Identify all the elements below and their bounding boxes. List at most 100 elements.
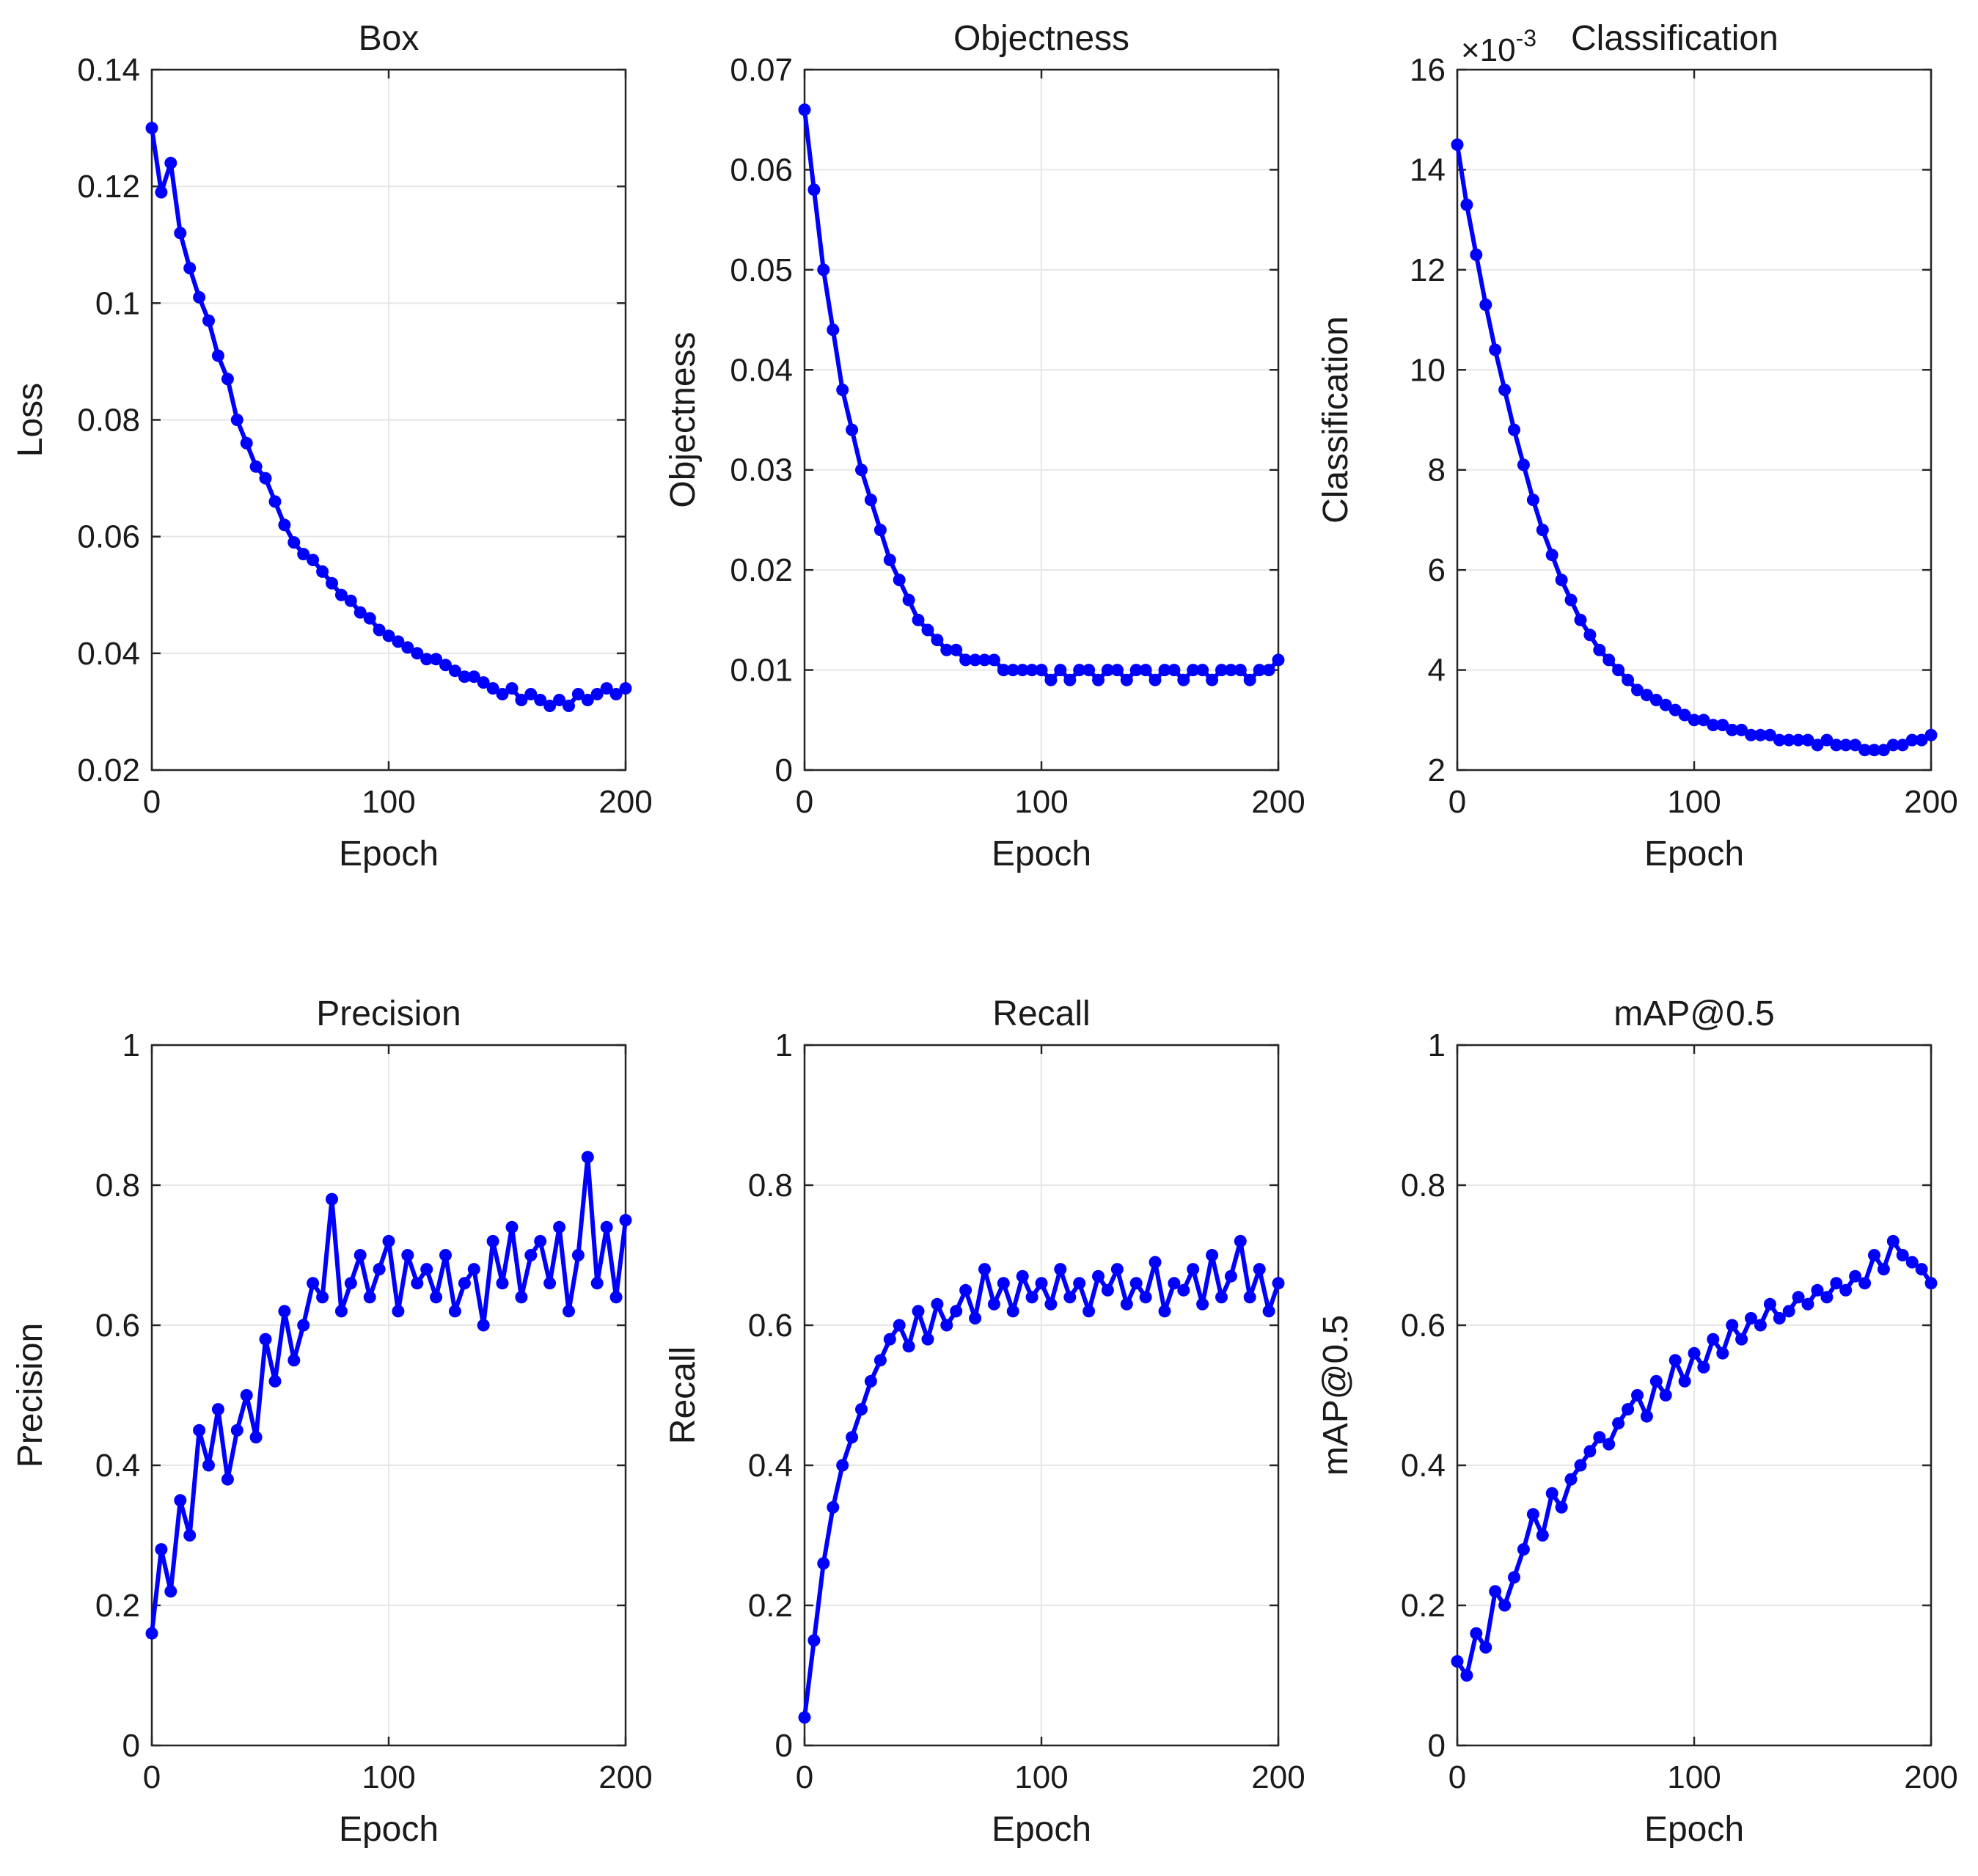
data-point — [1782, 733, 1795, 747]
y-tick-label: 1 — [122, 1027, 140, 1063]
data-point — [1792, 733, 1805, 747]
data-point — [354, 606, 367, 619]
data-point — [1517, 1543, 1530, 1556]
data-point — [307, 554, 320, 566]
data-point — [155, 1543, 168, 1556]
data-point — [259, 472, 272, 485]
data-point — [1253, 1263, 1266, 1276]
data-point — [230, 1424, 243, 1437]
data-point — [1120, 673, 1133, 686]
data-point — [1669, 1354, 1682, 1367]
data-point — [240, 1389, 253, 1401]
data-point — [363, 612, 376, 625]
data-point — [430, 653, 443, 666]
data-point — [316, 565, 329, 578]
data-point — [1044, 1297, 1058, 1311]
data-point — [1006, 664, 1019, 677]
data-point — [590, 688, 604, 700]
data-point — [505, 682, 519, 695]
data-point — [807, 1634, 821, 1647]
data-point — [1025, 1291, 1039, 1304]
data-point — [997, 1277, 1010, 1290]
data-point — [1593, 1431, 1606, 1444]
y-tick-label: 12 — [1410, 252, 1446, 288]
data-point — [1451, 1655, 1464, 1668]
data-point — [1707, 719, 1720, 732]
data-point — [230, 414, 243, 426]
data-point — [278, 1305, 291, 1318]
chart-title: Objectness — [953, 19, 1129, 58]
subplot-objectness: 0 100 200 0 0.01 0.02 0.03 0.04 0.05 0.06 0.07 Obje… — [664, 19, 1305, 873]
data-point — [1498, 384, 1512, 397]
data-point — [950, 1305, 963, 1318]
data-point — [287, 1354, 301, 1367]
data-point — [363, 1291, 376, 1304]
data-point — [373, 623, 386, 637]
data-point — [1092, 1269, 1105, 1283]
data-point — [1006, 1305, 1019, 1318]
data-point — [827, 323, 840, 337]
data-point — [1489, 1585, 1502, 1598]
data-point — [1243, 1291, 1256, 1304]
data-point — [1545, 1487, 1558, 1500]
data-point — [1489, 343, 1502, 356]
data-point — [411, 1277, 424, 1290]
y-tick-label: 0.4 — [95, 1448, 140, 1484]
subplot-classification: 0 100 200 2 4 6 8 10 12 14 16 ×10-3 Classification Ep… — [1316, 19, 1958, 873]
data-point — [1129, 664, 1143, 677]
x-tick-label: 100 — [1667, 1759, 1721, 1795]
data-point — [307, 1277, 320, 1290]
subplot-map: 0 100 200 0 0.2 0.4 0.6 0.8 1 mAP@0.5 Epoch mAP@0.5 — [1316, 994, 1958, 1849]
data-point — [931, 634, 944, 647]
y-tick-label: 0.6 — [748, 1308, 793, 1344]
data-point — [1508, 423, 1520, 436]
data-point — [1129, 1277, 1143, 1290]
data-point — [1526, 494, 1539, 507]
data-point — [193, 290, 206, 304]
data-point — [496, 688, 509, 700]
data-point — [174, 227, 187, 240]
data-point — [1555, 574, 1568, 587]
y-tick-label: 0.12 — [77, 169, 140, 205]
data-point — [1054, 1263, 1067, 1276]
data-point — [1149, 1256, 1162, 1269]
y-tick-label: 0.05 — [730, 252, 793, 288]
data-point — [1612, 664, 1625, 677]
data-point — [1470, 1627, 1483, 1640]
data-point — [1915, 1263, 1928, 1276]
subplot-box: 0 100 200 0.02 0.04 0.06 0.08 0.1 0.12 0.14 Box Epo… — [11, 19, 653, 873]
data-point — [1101, 664, 1114, 677]
data-point — [1877, 1263, 1890, 1276]
data-point — [1206, 673, 1219, 686]
data-point — [553, 1220, 566, 1234]
y-tick-label: 8 — [1428, 452, 1446, 488]
data-point — [1479, 298, 1492, 312]
data-point — [1602, 653, 1616, 667]
x-tick-label: 200 — [1251, 784, 1305, 820]
data-point — [1697, 1360, 1710, 1374]
data-point — [221, 1473, 234, 1486]
data-point — [1101, 1283, 1114, 1297]
data-point — [505, 1220, 519, 1234]
data-point — [1526, 1508, 1539, 1521]
data-point — [1196, 664, 1209, 677]
x-axis-label: Epoch — [339, 835, 439, 873]
y-tick-label: 0.06 — [730, 152, 793, 188]
data-point — [1187, 664, 1200, 677]
data-point — [1649, 1374, 1663, 1388]
data-point — [563, 1305, 575, 1318]
data-point — [1517, 458, 1530, 472]
data-point — [1678, 708, 1691, 722]
x-tick-label: 100 — [1014, 784, 1068, 820]
data-point — [401, 641, 414, 654]
data-point — [439, 659, 452, 672]
data-point — [278, 519, 291, 532]
y-tick-label: 0.04 — [77, 636, 140, 672]
data-point — [1555, 1501, 1568, 1514]
data-point — [287, 536, 301, 549]
x-axis-label: Epoch — [1644, 835, 1744, 873]
data-point — [1016, 664, 1029, 677]
data-point — [1763, 728, 1776, 741]
data-point — [864, 494, 877, 507]
x-tick-label: 200 — [598, 1759, 652, 1795]
